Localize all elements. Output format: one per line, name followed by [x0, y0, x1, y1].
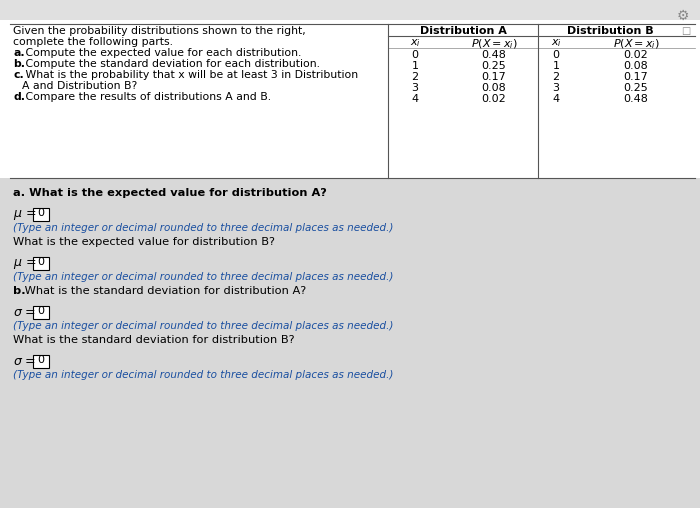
Text: $\mu$ =: $\mu$ = — [13, 257, 36, 271]
Bar — [0, 0, 700, 20]
Text: Compute the standard deviation for each distribution.: Compute the standard deviation for each … — [22, 59, 320, 69]
Text: b.: b. — [13, 59, 25, 69]
Text: a. What is the expected value for distribution A?: a. What is the expected value for distri… — [13, 188, 327, 198]
Text: (Type an integer or decimal rounded to three decimal places as needed.): (Type an integer or decimal rounded to t… — [13, 272, 393, 282]
Text: $P(X=x_i)$: $P(X=x_i)$ — [612, 37, 659, 51]
Text: 0.48: 0.48 — [624, 94, 648, 104]
Text: What is the standard deviation for distribution B?: What is the standard deviation for distr… — [13, 335, 295, 345]
Text: $\sigma$ =: $\sigma$ = — [13, 306, 36, 319]
Bar — [33, 355, 49, 368]
Text: What is the expected value for distribution B?: What is the expected value for distribut… — [13, 237, 275, 247]
Text: a.: a. — [13, 48, 24, 58]
Bar — [33, 257, 49, 270]
Text: (Type an integer or decimal rounded to three decimal places as needed.): (Type an integer or decimal rounded to t… — [13, 223, 393, 233]
Text: Given the probability distributions shown to the right,: Given the probability distributions show… — [13, 26, 306, 36]
Text: $x_i$: $x_i$ — [550, 37, 561, 49]
Text: (Type an integer or decimal rounded to three decimal places as needed.): (Type an integer or decimal rounded to t… — [13, 321, 393, 331]
Text: 0.25: 0.25 — [624, 83, 648, 93]
Text: 2: 2 — [412, 72, 419, 82]
Text: 0.02: 0.02 — [624, 50, 648, 60]
Text: Distribution A: Distribution A — [419, 26, 506, 36]
Text: 3: 3 — [552, 83, 559, 93]
Text: 0: 0 — [38, 208, 45, 218]
Text: $\sigma$ =: $\sigma$ = — [13, 355, 36, 368]
Text: What is the standard deviation for distribution A?: What is the standard deviation for distr… — [21, 286, 307, 296]
Text: 2: 2 — [552, 72, 559, 82]
Bar — [0, 178, 700, 508]
Text: 0: 0 — [38, 355, 45, 365]
Text: 1: 1 — [412, 61, 419, 71]
Text: 0.48: 0.48 — [482, 50, 506, 60]
Text: 0.17: 0.17 — [482, 72, 506, 82]
Text: c.: c. — [13, 70, 24, 80]
Text: Compute the expected value for each distribution.: Compute the expected value for each dist… — [22, 48, 302, 58]
Bar — [33, 208, 49, 221]
Text: Compare the results of distributions A and B.: Compare the results of distributions A a… — [22, 92, 271, 102]
Text: 4: 4 — [552, 94, 559, 104]
Text: (Type an integer or decimal rounded to three decimal places as needed.): (Type an integer or decimal rounded to t… — [13, 370, 393, 380]
Text: 0.25: 0.25 — [482, 61, 506, 71]
Text: 0: 0 — [412, 50, 419, 60]
Text: 1: 1 — [552, 61, 559, 71]
Text: complete the following parts.: complete the following parts. — [13, 37, 173, 47]
Text: $P(X=x_i)$: $P(X=x_i)$ — [470, 37, 517, 51]
Text: 0.08: 0.08 — [482, 83, 506, 93]
Text: □: □ — [680, 26, 690, 36]
Text: 0.08: 0.08 — [624, 61, 648, 71]
Text: A and Distribution B?: A and Distribution B? — [22, 81, 137, 91]
Text: ⚙: ⚙ — [676, 9, 689, 23]
Bar — [33, 306, 49, 319]
Text: 0: 0 — [38, 257, 45, 267]
Text: What is the probability that x will be at least 3 in Distribution: What is the probability that x will be a… — [22, 70, 358, 80]
Text: b.: b. — [13, 286, 26, 296]
Text: 0: 0 — [552, 50, 559, 60]
Text: $x_i$: $x_i$ — [410, 37, 421, 49]
Text: d.: d. — [13, 92, 25, 102]
Text: 0.02: 0.02 — [482, 94, 506, 104]
Text: Distribution B: Distribution B — [567, 26, 654, 36]
Text: 0: 0 — [38, 306, 45, 316]
Text: $\mu$ =: $\mu$ = — [13, 208, 36, 222]
Text: 4: 4 — [412, 94, 419, 104]
Text: 3: 3 — [412, 83, 419, 93]
Text: 0.17: 0.17 — [624, 72, 648, 82]
